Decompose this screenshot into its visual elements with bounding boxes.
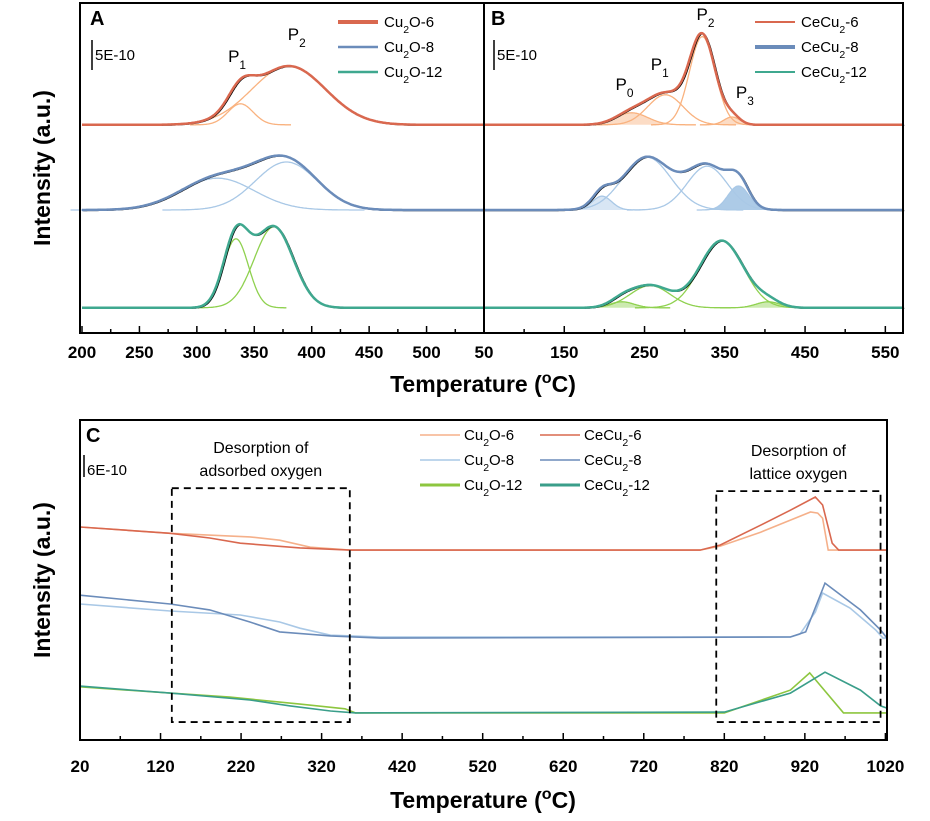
series-line-Cu2O-8 (79, 591, 887, 639)
peak-label: P1 (228, 47, 246, 72)
scale-bar-label: 5E-10 (95, 47, 135, 64)
y-axis-title: Intensity (a.u.) (29, 90, 55, 246)
panel-B (483, 2, 905, 334)
x-axis-title: Temperature (oC) (390, 369, 576, 397)
filled-component-peak (573, 301, 671, 308)
x-tick-label: 300 (183, 343, 211, 362)
filled-component-peak (563, 196, 641, 210)
fitted-curve-Cu2O-8 (82, 154, 484, 212)
x-tick-label: 320 (307, 757, 335, 776)
series-line-CeCu2-12 (79, 671, 888, 714)
component-peak-2-1 (195, 226, 352, 309)
filled-component-peak (567, 112, 696, 125)
legend-label: Cu2O-8 (384, 39, 434, 61)
plot-frame (483, 2, 904, 334)
legend-label: CeCu2-6 (801, 14, 859, 36)
legend-label: CeCu2-12 (584, 477, 650, 499)
x-tick-label: 550 (871, 343, 899, 362)
component-peak-2-1 (569, 284, 731, 309)
x-tick-label: 120 (146, 757, 174, 776)
x-tick-label: 50 (475, 343, 494, 362)
annotation-dashed-box (170, 487, 351, 723)
annotation-dashed-box (715, 490, 882, 723)
legend-label: CeCu2-6 (584, 427, 642, 449)
fitted-curve-CeCu2-6 (484, 31, 903, 127)
x-tick-label: 150 (550, 343, 578, 362)
legend-label: Cu2O-6 (464, 427, 514, 449)
x-tick-label: 820 (710, 757, 738, 776)
x-tick-label: 250 (630, 343, 658, 362)
component-peak-0-0 (190, 103, 291, 126)
annotation-text: Desorption of (751, 443, 847, 460)
panel-label: B (491, 8, 505, 30)
legend-label: Cu2O-8 (464, 452, 514, 474)
panel-label: C (86, 425, 100, 447)
panel-C (79, 419, 888, 741)
series-line-Cu2O-6 (79, 511, 887, 551)
x-tick-label: 350 (240, 343, 268, 362)
panel-A (70, 2, 486, 334)
plot-frame (79, 419, 888, 741)
legend-label: Cu2O-12 (464, 477, 522, 499)
x-axis-title: Temperature (oC) (390, 785, 576, 813)
peak-label: P2 (697, 5, 715, 30)
x-tick-label: 220 (227, 757, 255, 776)
legend-label: CeCu2-12 (801, 64, 867, 86)
series-line-Cu2O-12 (79, 671, 887, 714)
fitted-curve-Cu2O-6 (82, 64, 484, 127)
x-tick-label: 620 (549, 757, 577, 776)
component-peak-1-2 (626, 165, 788, 211)
filled-component-peak (699, 117, 765, 125)
peak-label: P3 (736, 83, 754, 108)
x-tick-label: 450 (355, 343, 383, 362)
x-tick-label: 200 (68, 343, 96, 362)
legend-label: Cu2O-6 (384, 14, 434, 36)
peak-label: P1 (651, 55, 669, 80)
component-peak-1-1 (162, 161, 411, 211)
legend-label: Cu2O-12 (384, 64, 442, 86)
fitted-curve-CeCu2-12 (484, 239, 903, 310)
peak-label: P0 (615, 75, 633, 100)
fitted-curve-Cu2O-12 (82, 222, 484, 310)
x-tick-label: 350 (711, 343, 739, 362)
x-tick-label: 450 (791, 343, 819, 362)
y-axis-title: Intensity (a.u.) (29, 502, 55, 658)
x-tick-label: 400 (298, 343, 326, 362)
legend-label: CeCu2-8 (584, 452, 642, 474)
series-line-CeCu2-8 (79, 581, 888, 639)
series-line-CeCu2-6 (79, 496, 887, 551)
scale-bar-label: 6E-10 (87, 462, 127, 479)
scale-bar-label: 5E-10 (497, 47, 537, 64)
annotation-text: adsorbed oxygen (199, 463, 322, 480)
x-tick-label: 520 (469, 757, 497, 776)
component-peak-2-0 (185, 238, 287, 309)
legend-label: CeCu2-8 (801, 39, 859, 61)
panel-label: A (90, 8, 104, 30)
experimental-curve (83, 155, 486, 212)
component-peak-2-2 (634, 239, 809, 309)
filled-component-peak (720, 301, 817, 308)
x-tick-label: 720 (630, 757, 658, 776)
annotation-text: lattice oxygen (749, 466, 847, 483)
x-tick-label: 20 (71, 757, 90, 776)
fitted-curve-CeCu2-8 (484, 155, 903, 212)
filled-component-peak (696, 186, 781, 210)
x-tick-label: 420 (388, 757, 416, 776)
x-tick-label: 250 (125, 343, 153, 362)
peak-label: P2 (288, 25, 306, 50)
x-tick-label: 500 (412, 343, 440, 362)
component-peak-0-2 (651, 35, 754, 126)
x-tick-label: 920 (791, 757, 819, 776)
x-tick-label: 1020 (866, 757, 904, 776)
annotation-text: Desorption of (213, 440, 309, 457)
